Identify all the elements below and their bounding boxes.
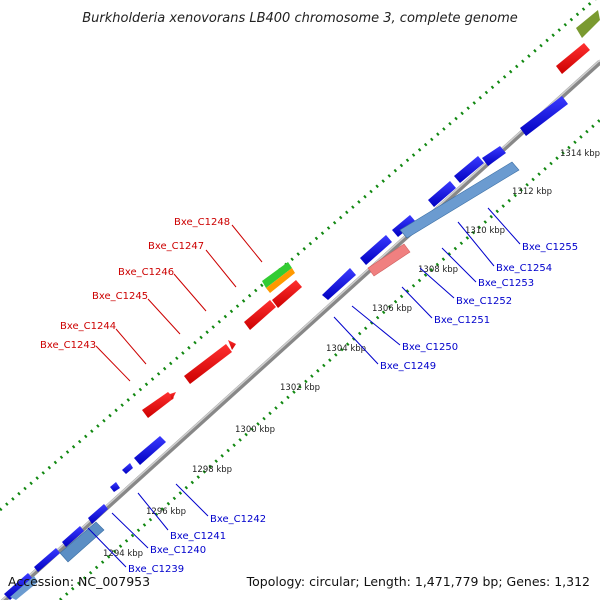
gene-arrow[interactable] — [520, 96, 568, 136]
gene-label-forward[interactable]: Bxe_C1249 — [380, 361, 436, 372]
feature-block[interactable] — [10, 576, 38, 600]
gene-arrow[interactable] — [34, 548, 60, 572]
tick-label: 1310 kbp — [465, 226, 505, 236]
feature-block[interactable] — [59, 521, 105, 563]
gene-arrow[interactable] — [556, 43, 590, 74]
gene-arrow[interactable] — [228, 340, 236, 350]
reverse-gene-track — [142, 43, 590, 418]
feature-block[interactable] — [367, 243, 411, 277]
gene-arrow[interactable] — [482, 146, 506, 166]
feature-block[interactable] — [576, 10, 600, 38]
gene-arrow[interactable] — [170, 392, 176, 400]
gene-arrow[interactable] — [322, 268, 356, 300]
gene-label-reverse[interactable]: Bxe_C1247 — [148, 241, 204, 252]
tick-label: 1312 kbp — [512, 187, 552, 197]
gene-label-forward[interactable]: Bxe_C1239 — [128, 564, 184, 575]
gene-arrow[interactable] — [142, 392, 174, 418]
gene-arrow[interactable] — [134, 436, 166, 465]
tick-label: 1314 kbp — [560, 149, 600, 159]
gene-arrow[interactable] — [272, 280, 302, 308]
gene-arrow[interactable] — [62, 526, 84, 547]
gene-label-forward[interactable]: Bxe_C1252 — [456, 296, 512, 307]
tick-label: 1308 kbp — [418, 265, 458, 275]
gene-arrow[interactable] — [392, 215, 416, 237]
gene-label-forward[interactable]: Bxe_C1242 — [210, 514, 266, 525]
feature-block[interactable] — [262, 262, 292, 288]
forward-label-leaders — [87, 207, 521, 568]
map-title: Burkholderia xenovorans LB400 chromosome… — [82, 11, 518, 26]
gene-arrow[interactable] — [454, 156, 484, 183]
tick-label: 1300 kbp — [235, 425, 275, 435]
gene-label-forward[interactable]: Bxe_C1253 — [478, 278, 534, 289]
gene-arrow[interactable] — [110, 482, 120, 492]
feature-block[interactable] — [266, 268, 295, 293]
gene-arrow[interactable] — [122, 463, 133, 474]
gene-label-reverse[interactable]: Bxe_C1243 — [40, 340, 96, 351]
forward-gene-track — [4, 96, 568, 600]
gene-label-forward[interactable]: Bxe_C1254 — [496, 263, 552, 274]
tick-label: 1296 kbp — [146, 507, 186, 517]
tick-label: 1298 kbp — [192, 465, 232, 475]
feature-block[interactable] — [399, 161, 520, 239]
gene-arrow[interactable] — [88, 504, 108, 524]
reverse-label-leaders — [95, 224, 263, 382]
topology-summary: Topology: circular; Length: 1,471,779 bp… — [246, 574, 590, 589]
gene-label-reverse[interactable]: Bxe_C1245 — [92, 291, 148, 302]
gene-arrow[interactable] — [360, 235, 392, 265]
gene-label-reverse[interactable]: Bxe_C1248 — [174, 217, 230, 228]
gene-arrow[interactable] — [428, 181, 456, 207]
gene-arrow[interactable] — [244, 300, 276, 330]
gene-label-forward[interactable]: Bxe_C1251 — [434, 315, 490, 326]
gene-label-forward[interactable]: Bxe_C1240 — [150, 545, 206, 556]
gene-label-reverse[interactable]: Bxe_C1244 — [60, 321, 116, 332]
accession-text: Accession: NC_007953 — [8, 574, 150, 589]
gene-arrow[interactable] — [4, 573, 33, 600]
gene-arrow[interactable] — [184, 344, 232, 384]
gene-label-forward[interactable]: Bxe_C1255 — [522, 242, 578, 253]
tick-label: 1304 kbp — [326, 344, 366, 354]
gene-label-reverse[interactable]: Bxe_C1246 — [118, 267, 174, 278]
gene-label-forward[interactable]: Bxe_C1241 — [170, 531, 226, 542]
tick-label: 1306 kbp — [372, 304, 412, 314]
tick-label: 1294 kbp — [103, 549, 143, 559]
gc-track-outer — [0, 0, 597, 512]
tick-label: 1302 kbp — [280, 383, 320, 393]
gene-label-forward[interactable]: Bxe_C1250 — [402, 342, 458, 353]
gc-track-inner — [59, 118, 600, 600]
